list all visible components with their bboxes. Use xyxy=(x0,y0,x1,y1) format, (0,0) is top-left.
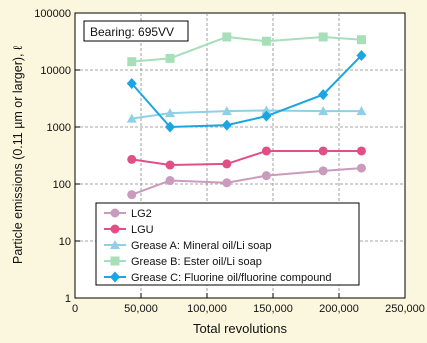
data-point xyxy=(222,159,232,169)
data-point xyxy=(126,77,137,89)
data-point xyxy=(127,190,137,200)
series-line xyxy=(131,149,362,167)
legend-item: Grease B: Ester oil/Li soap xyxy=(104,256,262,268)
x-tick-label: 100,000 xyxy=(187,303,227,315)
data-point xyxy=(261,105,272,115)
legend-item: Grease C: Fluorine oil/fluorine compound xyxy=(104,271,332,284)
legend-label: Grease B: Ester oil/Li soap xyxy=(131,256,262,268)
y-tick-label: 1000 xyxy=(47,122,71,134)
data-point xyxy=(165,121,176,133)
data-point xyxy=(127,57,137,67)
legend-label: LG2 xyxy=(131,208,152,220)
data-point xyxy=(318,106,329,116)
x-tick-label: 200,000 xyxy=(319,303,359,315)
series-3 xyxy=(126,105,367,123)
legend-label: Grease A: Mineral oil/Li soap xyxy=(131,240,272,252)
legend-label: LGU xyxy=(131,224,154,236)
data-point xyxy=(261,171,271,181)
series-layer xyxy=(126,32,367,200)
series-line xyxy=(131,54,363,129)
series-line xyxy=(131,35,362,63)
axis-ticks: 0 50,000 100,000 150,000 200,000 250,000 1 10 10… xyxy=(34,8,425,315)
legend-marker xyxy=(110,208,120,218)
data-point xyxy=(318,32,328,42)
data-point xyxy=(222,32,232,42)
data-point xyxy=(126,113,137,123)
legend-item: LGU xyxy=(104,224,154,236)
data-point xyxy=(221,106,232,116)
data-point xyxy=(165,108,176,118)
x-tick-label: 150,000 xyxy=(253,303,293,315)
legend: LG2 LGU Grease A: Mineral oil/Li soap Greas… xyxy=(95,202,360,286)
x-tick-label: 0 xyxy=(72,303,78,315)
data-point xyxy=(261,110,272,122)
y-tick-label: 100000 xyxy=(34,8,71,20)
data-point xyxy=(318,146,328,156)
data-point xyxy=(165,53,175,63)
data-point xyxy=(222,178,232,188)
series-2 xyxy=(127,146,366,170)
data-point xyxy=(165,176,175,186)
data-point xyxy=(356,35,366,45)
x-tick-label: 50,000 xyxy=(124,303,158,315)
legend-marker xyxy=(110,224,120,234)
bearing-annotation: Bearing: 695VV xyxy=(90,25,174,39)
legend-item: LG2 xyxy=(104,208,152,220)
data-point xyxy=(356,163,366,173)
data-point xyxy=(318,166,328,176)
data-point xyxy=(261,36,271,46)
legend-box xyxy=(95,202,360,286)
x-tick-label: 250,000 xyxy=(385,303,425,315)
legend-marker xyxy=(110,240,120,249)
data-point xyxy=(261,146,271,156)
y-axis-label: Particle emissions (0.11 µm or larger), … xyxy=(11,46,25,264)
series-line xyxy=(131,167,362,196)
y-tick-label: 10000 xyxy=(40,65,71,77)
data-point xyxy=(318,89,329,101)
annotation-box xyxy=(83,20,189,42)
legend-marker xyxy=(110,256,120,266)
series-5 xyxy=(126,49,367,133)
x-axis-label: Total revolutions xyxy=(193,321,287,336)
y-tick-label: 10 xyxy=(59,236,71,248)
data-point xyxy=(356,106,367,116)
series-4 xyxy=(127,32,366,67)
data-point xyxy=(356,49,367,61)
legend-item: Grease A: Mineral oil/Li soap xyxy=(104,240,272,252)
series-line xyxy=(131,109,362,120)
data-point xyxy=(165,160,175,170)
legend-marker xyxy=(110,271,120,283)
legend-label: Grease C: Fluorine oil/fluorine compound xyxy=(131,272,332,284)
data-point xyxy=(127,154,137,164)
series-1 xyxy=(127,163,366,200)
data-point xyxy=(221,119,232,131)
y-tick-label: 1 xyxy=(65,293,71,305)
y-tick-label: 100 xyxy=(53,179,71,191)
data-point xyxy=(356,146,366,156)
